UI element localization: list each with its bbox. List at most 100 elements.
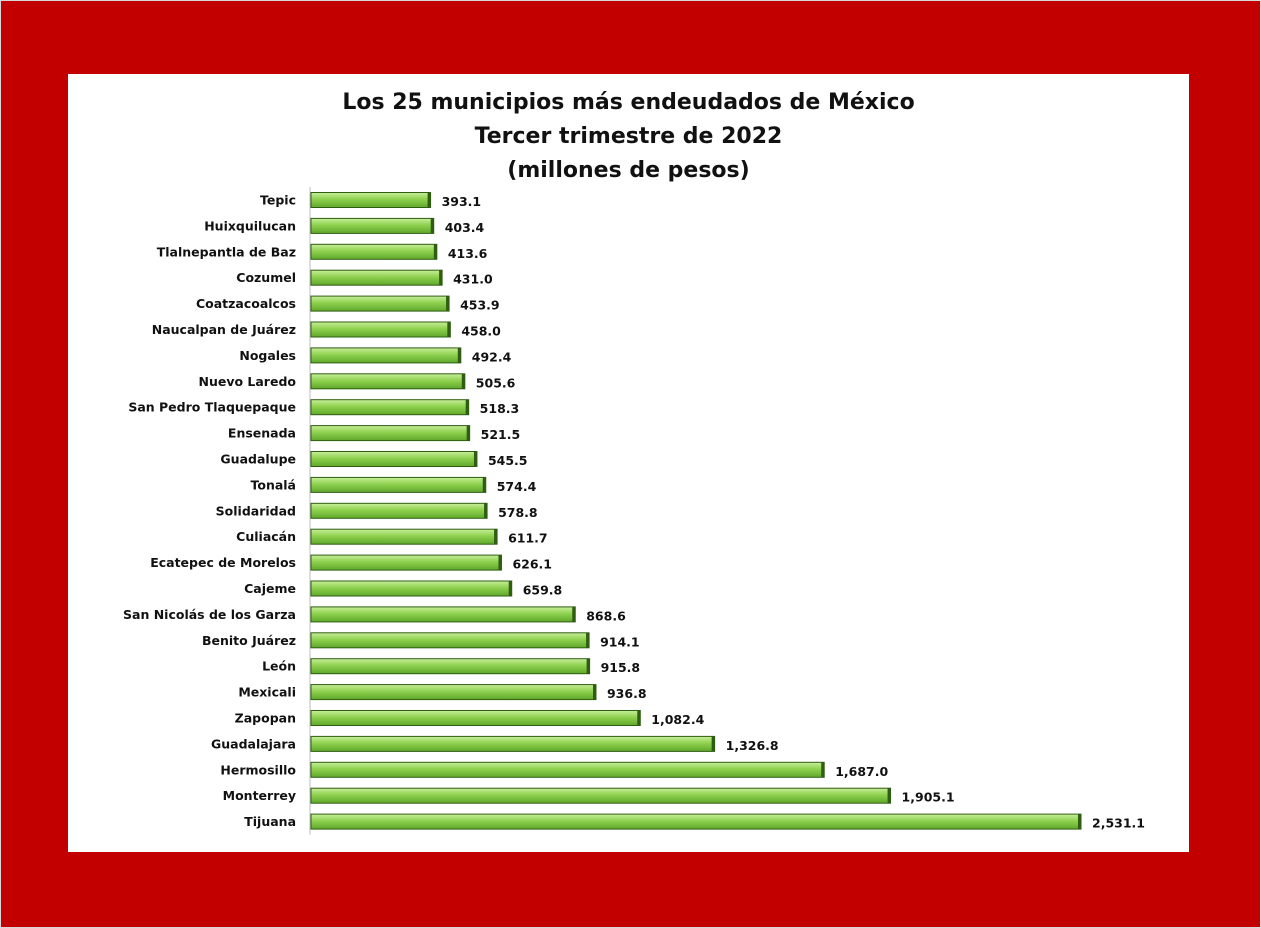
bar <box>310 735 716 752</box>
category-label: Nuevo Laredo <box>198 374 296 389</box>
value-label: 1,687.0 <box>835 764 888 779</box>
value-label: 393.1 <box>442 194 482 209</box>
category-label: Culiacán <box>236 529 296 544</box>
category-label: Hermosillo <box>220 762 296 777</box>
bar-end-cap <box>433 244 437 260</box>
bar <box>310 606 576 623</box>
bar-end-cap <box>484 503 488 519</box>
bar-end-cap <box>466 425 470 441</box>
bar <box>310 813 1082 830</box>
category-label: Naucalpan de Juárez <box>152 322 296 337</box>
value-label: 2,531.1 <box>1092 816 1145 831</box>
value-label: 1,082.4 <box>651 712 704 727</box>
category-label: Tepic <box>260 193 296 208</box>
bar <box>310 192 432 208</box>
category-label: Ecatepec de Morelos <box>150 555 296 570</box>
chart-title-line-3: (millones de pesos) <box>507 158 750 183</box>
value-label: 936.8 <box>607 686 647 701</box>
bar-end-cap <box>592 684 596 700</box>
value-label: 492.4 <box>472 349 512 364</box>
value-label: 578.8 <box>498 505 538 520</box>
bar-end-cap <box>498 555 502 571</box>
bar <box>310 269 443 286</box>
value-label: 458.0 <box>461 324 501 339</box>
value-label: 574.4 <box>497 479 537 494</box>
bar <box>310 502 488 519</box>
bar-end-cap <box>586 658 590 674</box>
value-label: 1,905.1 <box>902 790 955 805</box>
bar <box>310 425 471 442</box>
bar-end-cap <box>465 399 469 415</box>
bar <box>310 658 591 675</box>
value-label: 914.1 <box>600 634 640 649</box>
bar-end-cap <box>482 477 486 493</box>
value-label: 545.5 <box>488 453 528 468</box>
bar-end-cap <box>637 710 641 726</box>
category-label: Guadalajara <box>211 736 296 751</box>
bar <box>310 347 462 364</box>
category-label: Monterrey <box>223 788 296 803</box>
value-label: 626.1 <box>512 557 552 572</box>
bar-end-cap <box>494 529 498 545</box>
bar <box>310 554 502 571</box>
value-label: 659.8 <box>523 583 563 598</box>
value-label: 1,326.8 <box>726 738 779 753</box>
category-label: Solidaridad <box>216 503 296 518</box>
category-label: San Nicolás de los Garza <box>123 607 296 622</box>
value-label: 413.6 <box>448 246 488 261</box>
bar <box>310 217 435 234</box>
category-label: Huixquilucan <box>204 218 296 233</box>
category-label: Mexicali <box>238 685 296 700</box>
bar <box>310 373 466 390</box>
bar-end-cap <box>887 788 891 804</box>
category-label: Tlalnepantla de Baz <box>157 244 296 259</box>
bar <box>310 684 597 701</box>
bar-end-cap <box>473 451 477 467</box>
value-label: 915.8 <box>601 660 641 675</box>
chart-title-line-1: Los 25 municipios más endeudados de Méxi… <box>342 90 915 115</box>
bar <box>310 451 478 467</box>
bars-group: Tepic 393.1 Huixquilucan 403.4 Tlalnepantla … <box>123 187 1145 835</box>
category-label: San Pedro Tlaquepaque <box>128 400 296 415</box>
bar-end-cap <box>446 296 450 312</box>
bar <box>310 399 470 416</box>
bar-end-cap <box>821 762 825 778</box>
bar <box>310 710 641 726</box>
bar <box>310 580 513 597</box>
category-label: León <box>262 659 296 674</box>
category-label: Benito Juárez <box>202 633 296 648</box>
value-label: 505.6 <box>476 375 516 390</box>
bar-end-cap <box>572 606 576 622</box>
bar <box>310 295 450 312</box>
category-label: Ensenada <box>228 426 296 441</box>
bar <box>310 787 892 804</box>
chart-title-line-2: Tercer trimestre de 2022 <box>474 124 783 149</box>
category-label: Tonalá <box>250 477 296 492</box>
bar-end-cap <box>1078 814 1081 830</box>
value-label: 521.5 <box>481 427 521 442</box>
value-label: 431.0 <box>453 272 493 287</box>
category-label: Zapopan <box>235 711 296 726</box>
bar <box>310 528 498 545</box>
bar-end-cap <box>430 218 434 234</box>
value-label: 453.9 <box>460 298 500 313</box>
bar-end-cap <box>439 270 443 286</box>
chart-panel: Los 25 municipios más endeudados de Méxi… <box>68 74 1189 852</box>
category-label: Guadalupe <box>220 452 296 467</box>
bar <box>310 476 487 493</box>
bar-end-cap <box>508 581 512 596</box>
bar-end-cap <box>711 736 715 752</box>
category-label: Nogales <box>239 348 296 363</box>
value-label: 868.6 <box>586 608 626 623</box>
category-label: Cozumel <box>236 270 296 285</box>
bar <box>310 632 590 649</box>
value-label: 403.4 <box>445 220 485 235</box>
bar <box>310 321 451 338</box>
chart-title: Los 25 municipios más endeudados de Méxi… <box>68 86 1189 188</box>
bar-end-cap <box>427 192 431 208</box>
bar-end-cap <box>457 347 461 363</box>
value-label: 611.7 <box>508 531 548 546</box>
bar <box>310 243 438 260</box>
bar-end-cap <box>447 322 451 337</box>
